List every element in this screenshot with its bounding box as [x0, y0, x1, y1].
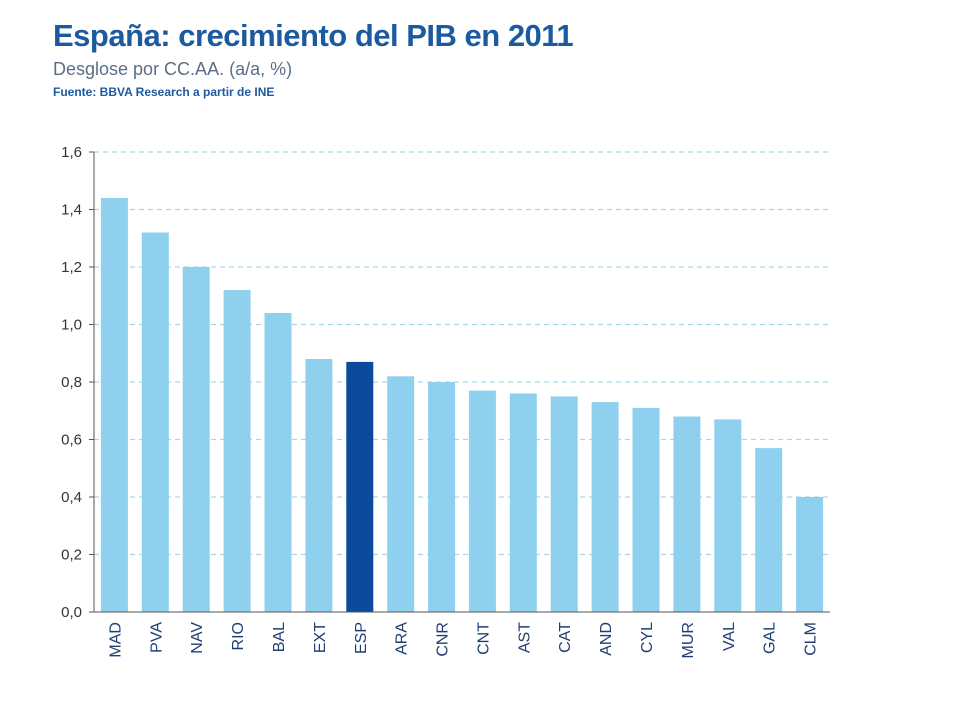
y-tick-label: 1,6	[61, 144, 82, 161]
x-tick-label: ARA	[394, 622, 411, 655]
x-tick-label: MUR	[680, 622, 697, 658]
bar-val	[714, 419, 742, 612]
x-tick-label: GAL	[762, 622, 779, 654]
y-tick-label: 1,4	[61, 202, 82, 219]
bar-clm	[796, 497, 824, 612]
x-tick-label: AND	[598, 622, 615, 656]
bar-esp	[346, 361, 374, 612]
bar-pva	[141, 232, 169, 612]
y-tick-label: 1,0	[61, 317, 82, 334]
bar-cat	[550, 396, 578, 612]
bar-mur	[673, 416, 701, 612]
x-tick-label: EXT	[312, 622, 329, 653]
bar-gal	[755, 448, 783, 612]
y-tick-label: 0,2	[61, 547, 82, 564]
bar-and	[591, 402, 619, 612]
x-tick-label: ESP	[353, 622, 370, 654]
bar-cnr	[428, 382, 456, 612]
x-tick-label: MAD	[107, 622, 124, 658]
x-tick-label: CNT	[475, 622, 492, 655]
bar-rio	[223, 290, 251, 612]
x-tick-label: RIO	[230, 622, 247, 650]
x-tick-label: BAL	[271, 622, 288, 652]
bar-nav	[182, 267, 210, 612]
y-tick-label: 1,2	[61, 259, 82, 276]
x-tick-label: CLM	[803, 622, 820, 656]
bar-ext	[305, 359, 333, 612]
y-tick-label: 0,0	[61, 604, 82, 621]
bar-bal	[264, 313, 292, 612]
x-tick-label: CYL	[639, 622, 656, 653]
x-tick-label: NAV	[189, 622, 206, 654]
x-tick-label: CNR	[435, 622, 452, 657]
bar-cnt	[468, 390, 496, 612]
x-tick-label: VAL	[721, 622, 738, 651]
bar-cyl	[632, 407, 660, 612]
bar-mad	[100, 198, 128, 612]
chart-title: España: crecimiento del PIB en 2011	[53, 18, 574, 53]
x-tick-label: PVA	[148, 622, 165, 653]
x-tick-label: CAT	[557, 622, 574, 653]
chart-source: Fuente: BBVA Research a partir de INE	[53, 85, 275, 99]
bar-ast	[509, 393, 537, 612]
bar-ara	[387, 376, 415, 613]
y-tick-label: 0,6	[61, 432, 82, 449]
chart-subtitle: Desglose por CC.AA. (a/a, %)	[53, 59, 293, 79]
y-tick-label: 0,8	[61, 374, 82, 391]
y-tick-label: 0,4	[61, 489, 82, 506]
x-tick-label: AST	[516, 622, 533, 653]
